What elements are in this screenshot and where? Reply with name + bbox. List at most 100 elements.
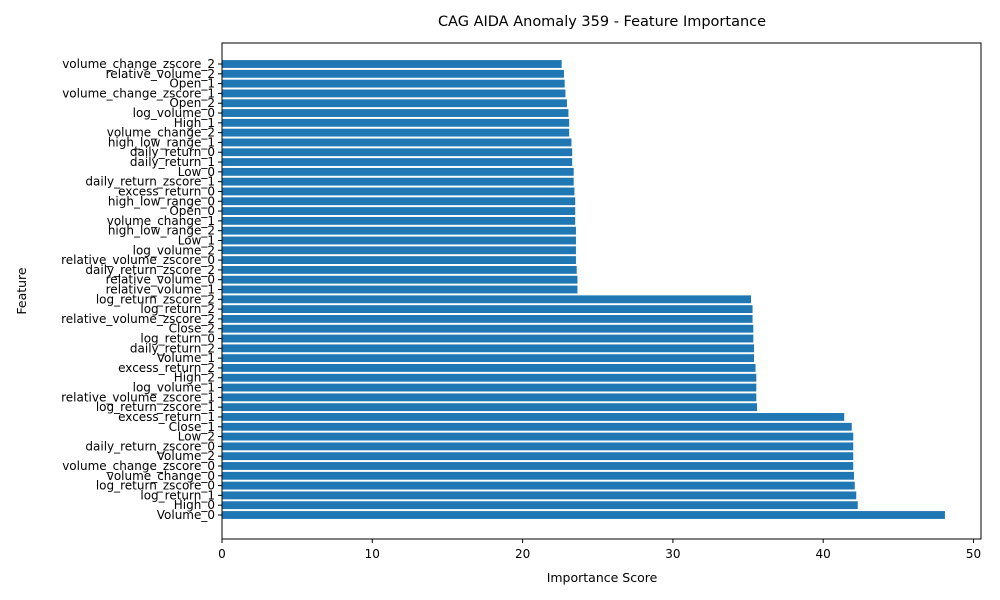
bar	[222, 285, 578, 294]
y-axis-label: Feature	[14, 267, 29, 315]
y-tick-label: Open_0	[169, 204, 215, 218]
y-tick-labels: Volume_0High_0log_return_1log_return_zsc…	[61, 57, 222, 522]
y-tick-label: Open_1	[169, 77, 215, 91]
y-tick-label: volume_change_zscore_1	[62, 86, 215, 100]
bar	[222, 216, 576, 225]
bar	[222, 256, 576, 265]
bar	[222, 295, 752, 304]
y-tick-label: Close_2	[169, 322, 215, 336]
y-tick-label: Low_1	[178, 233, 215, 247]
bar	[222, 354, 755, 363]
y-tick-label: relative_volume_0	[106, 273, 215, 287]
bar	[222, 246, 576, 255]
y-tick-label: volume_change_1	[107, 214, 215, 228]
y-tick-label: relative_volume_1	[106, 283, 215, 297]
bar	[222, 128, 570, 137]
bar	[222, 422, 852, 431]
x-ticks: 0 10 20 30 40 50	[218, 539, 981, 561]
bar	[222, 383, 757, 392]
y-tick-label: Low_0	[178, 165, 215, 179]
bar	[222, 236, 576, 245]
bar	[222, 413, 845, 421]
y-tick-label: high_low_range_2	[108, 224, 215, 238]
bar	[222, 207, 576, 215]
bar	[222, 344, 755, 353]
bar	[222, 452, 854, 461]
x-tick-label: 10	[365, 547, 380, 561]
bar	[222, 148, 573, 157]
y-tick-label: high_low_range_1	[108, 135, 215, 149]
bar	[222, 471, 854, 480]
bar	[222, 393, 757, 402]
bar	[222, 226, 576, 235]
bar	[222, 305, 753, 314]
bar	[222, 364, 756, 372]
y-tick-label: log_return_zscore_0	[96, 479, 215, 493]
bar	[222, 442, 854, 451]
y-tick-label: log_volume_1	[133, 381, 215, 395]
bar	[222, 118, 570, 127]
y-tick-label: excess_return_0	[118, 184, 215, 198]
y-tick-label: Low_2	[178, 430, 215, 444]
y-tick-label: volume_change_2	[107, 126, 215, 140]
y-tick-label: Volume_2	[157, 449, 215, 463]
plot-frame	[221, 42, 982, 540]
x-tick-label: 30	[665, 547, 680, 561]
bar	[222, 167, 574, 176]
bar	[222, 314, 753, 323]
x-tick-label: 0	[218, 547, 226, 561]
bars-group	[222, 60, 945, 519]
x-tick-label: 20	[515, 547, 530, 561]
y-tick-label: High_1	[174, 116, 215, 130]
bar	[222, 275, 578, 284]
bar	[222, 432, 854, 441]
bar	[222, 403, 758, 412]
bar	[222, 79, 565, 88]
bar	[222, 69, 564, 78]
x-axis-label: Importance Score	[547, 570, 658, 585]
bar	[222, 109, 569, 117]
y-tick-label: excess_return_1	[118, 410, 215, 424]
y-tick-label: High_2	[174, 371, 215, 385]
bar	[222, 99, 567, 108]
bar	[222, 334, 754, 343]
bar	[222, 501, 858, 510]
y-tick-label: Volume_0	[157, 508, 215, 522]
y-tick-label: relative_volume_zscore_1	[61, 390, 215, 404]
bar	[222, 265, 577, 274]
y-tick-label: Open_2	[169, 96, 215, 110]
bar	[222, 481, 855, 490]
y-tick-label: log_volume_0	[133, 106, 215, 120]
y-tick-label: daily_return_zscore_1	[85, 175, 215, 189]
y-tick-label: relative_volume_2	[106, 67, 215, 81]
bar	[222, 138, 572, 147]
y-tick-label: daily_return_1	[130, 155, 215, 169]
bar	[222, 324, 754, 333]
bar	[222, 373, 757, 382]
x-tick-label: 50	[966, 547, 981, 561]
bar	[222, 187, 575, 196]
y-tick-label: Volume_1	[157, 351, 215, 365]
x-tick-label: 40	[816, 547, 831, 561]
bar	[222, 60, 562, 68]
bar	[222, 177, 574, 186]
y-tick-label: log_volume_2	[133, 243, 215, 257]
y-tick-label: relative_volume_zscore_2	[61, 312, 215, 326]
chart-title: CAG AIDA Anomaly 359 - Feature Importanc…	[438, 14, 766, 30]
y-tick-label: log_return_zscore_1	[96, 400, 215, 414]
y-tick-label: volume_change_zscore_0	[62, 459, 215, 473]
y-tick-label: volume_change_zscore_2	[62, 57, 215, 71]
y-tick-label: High_0	[174, 498, 215, 512]
y-tick-label: Close_1	[169, 420, 215, 434]
bar	[222, 89, 566, 98]
y-tick-label: volume_change_0	[107, 469, 215, 483]
bar	[222, 197, 576, 206]
y-tick-label: log_return_0	[140, 332, 215, 346]
bar	[222, 462, 854, 470]
y-tick-label: daily_return_2	[130, 341, 215, 355]
y-tick-label: daily_return_0	[130, 145, 215, 159]
y-tick-label: log_return_1	[140, 488, 215, 502]
y-tick-label: high_low_range_0	[108, 194, 215, 208]
y-tick-label: daily_return_zscore_0	[85, 439, 215, 453]
